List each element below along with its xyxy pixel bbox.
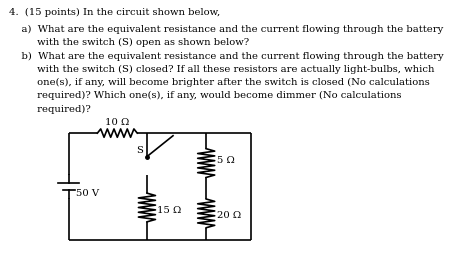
Text: with the switch (S) closed? If all these resistors are actually light-bulbs, whi: with the switch (S) closed? If all these… — [9, 65, 434, 74]
Text: b)  What are the equivalent resistance and the current flowing through the batte: b) What are the equivalent resistance an… — [9, 52, 443, 61]
Text: with the switch (S) open as shown below?: with the switch (S) open as shown below? — [9, 38, 249, 47]
Text: 50 V: 50 V — [76, 189, 99, 198]
Text: required)?: required)? — [9, 104, 90, 114]
Text: S: S — [136, 146, 143, 155]
Text: 10 Ω: 10 Ω — [105, 118, 130, 127]
Text: a)  What are the equivalent resistance and the current flowing through the batte: a) What are the equivalent resistance an… — [9, 25, 443, 34]
Text: 20 Ω: 20 Ω — [217, 211, 241, 221]
Text: 5 Ω: 5 Ω — [217, 156, 234, 165]
Text: 15 Ω: 15 Ω — [157, 206, 182, 215]
Text: required)? Which one(s), if any, would become dimmer (No calculations: required)? Which one(s), if any, would b… — [9, 91, 401, 100]
Text: 4.  (15 points) In the circuit shown below,: 4. (15 points) In the circuit shown belo… — [9, 8, 220, 17]
Text: one(s), if any, will become brighter after the switch is closed (No calculations: one(s), if any, will become brighter aft… — [9, 78, 429, 87]
